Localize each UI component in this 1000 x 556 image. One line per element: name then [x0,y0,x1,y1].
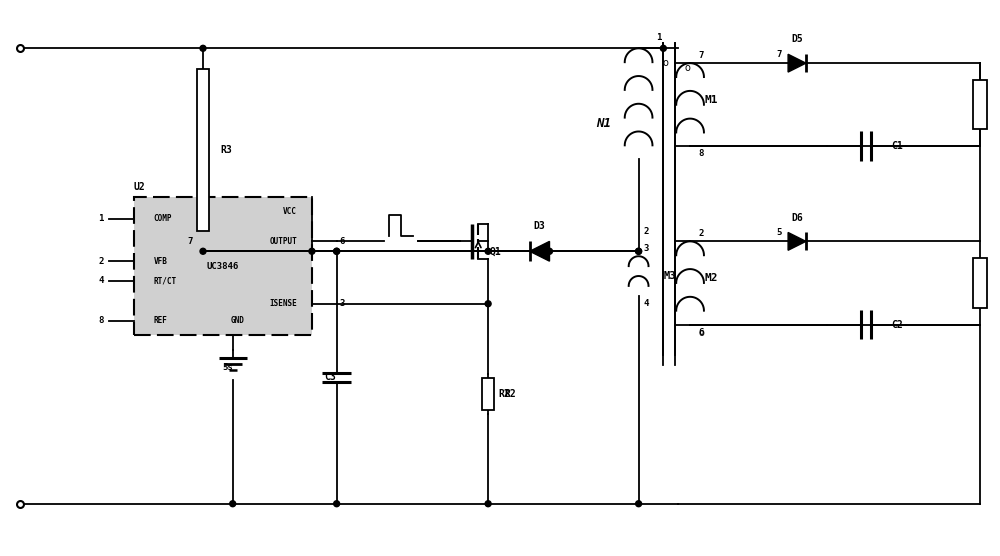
Text: 1: 1 [99,214,104,223]
Circle shape [200,46,206,51]
Bar [482,378,494,410]
Circle shape [309,249,315,254]
Text: D3: D3 [534,221,545,231]
Text: 5s: 5s [222,363,233,372]
Text: 8: 8 [99,316,104,325]
Text: REF: REF [153,316,167,325]
Circle shape [636,249,642,254]
Text: 7: 7 [777,50,782,59]
Text: 3: 3 [340,299,345,308]
Text: M3: M3 [663,271,676,281]
Bar [973,258,987,307]
Circle shape [636,501,642,507]
Circle shape [334,501,340,507]
Text: OUTPUT: OUTPUT [269,237,297,246]
Text: COMP: COMP [153,214,172,223]
Text: 4: 4 [99,276,104,285]
Text: 6: 6 [698,327,703,336]
Circle shape [334,249,340,254]
Text: 4: 4 [644,299,649,308]
Text: N1: N1 [596,117,611,130]
Bar [197,68,209,231]
Text: o: o [684,63,690,73]
Circle shape [485,301,491,307]
Text: GND: GND [231,316,245,325]
Circle shape [334,249,340,254]
Text: Q1: Q1 [490,246,502,256]
Text: U2: U2 [134,182,145,192]
Text: 7: 7 [698,51,703,60]
Text: 3: 3 [644,244,649,253]
Text: ISENSE: ISENSE [269,299,297,308]
Text: C2: C2 [891,320,903,330]
Bar [134,197,312,335]
Text: 2: 2 [99,257,104,266]
Circle shape [230,501,236,507]
Text: o: o [662,58,668,68]
Text: D5: D5 [791,34,803,44]
Text: M1: M1 [705,95,718,105]
Text: RT/CT: RT/CT [153,276,177,285]
Bar [973,80,987,130]
Text: o: o [698,327,704,337]
Text: R2: R2 [498,389,510,399]
Text: 6: 6 [340,237,345,246]
Text: 2: 2 [698,230,703,239]
Text: 5: 5 [777,229,782,237]
Circle shape [547,249,552,254]
Text: C1: C1 [891,141,903,151]
Text: VCC: VCC [283,207,297,216]
Text: 2: 2 [643,227,649,236]
Polygon shape [788,232,806,250]
Text: M2: M2 [705,273,718,283]
Circle shape [636,249,642,254]
Text: 7: 7 [188,237,193,246]
Polygon shape [530,241,550,261]
Polygon shape [788,54,806,72]
Text: C3: C3 [324,373,336,383]
Text: 8: 8 [698,150,703,158]
Text: 1: 1 [656,33,661,42]
Text: R2: R2 [504,389,516,399]
Circle shape [485,501,491,507]
Text: R3: R3 [221,145,233,155]
Text: VFB: VFB [153,257,167,266]
Circle shape [485,249,491,254]
Circle shape [200,249,206,254]
Text: D6: D6 [791,212,803,222]
Text: UC3846: UC3846 [207,262,239,271]
Circle shape [660,46,666,51]
